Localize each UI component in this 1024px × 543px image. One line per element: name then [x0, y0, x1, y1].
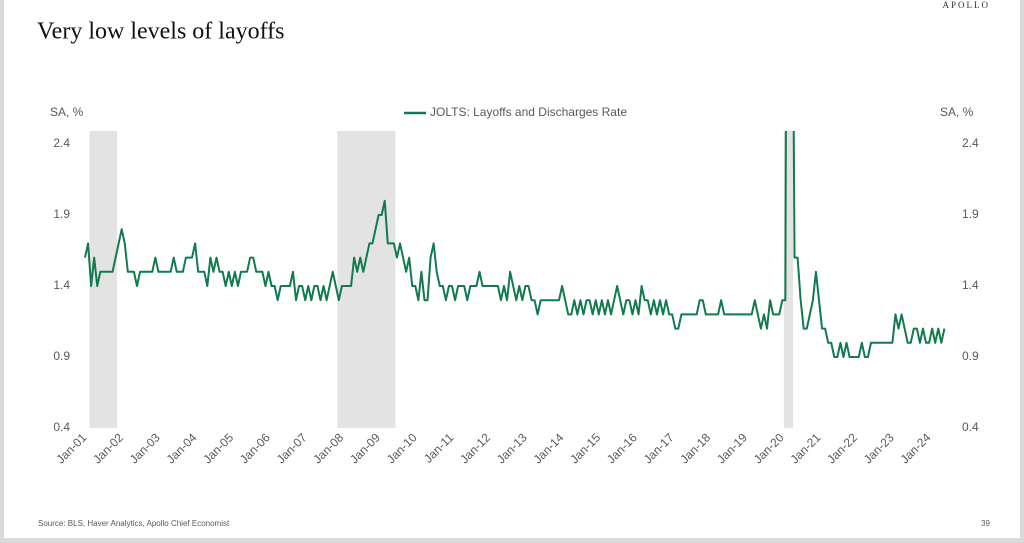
y2-tick-label: 1.4: [962, 278, 979, 292]
page-number: 39: [981, 519, 990, 528]
chart-title: Very low levels of layoffs: [37, 19, 285, 45]
y-tick-label: 2.4: [53, 136, 70, 150]
shaded-range: [89, 131, 118, 428]
shaded-range: [783, 131, 794, 428]
y2-tick-label: 0.4: [962, 420, 979, 434]
y2-tick-label: 0.9: [962, 349, 979, 363]
source: Source: BLS, Haver Analytics, Apollo Chi…: [38, 519, 230, 528]
line-series: [84, 131, 946, 358]
y2-tick-label: 1.9: [962, 207, 979, 221]
y-tick-label: 1.4: [53, 278, 70, 292]
shaded-range: [337, 131, 396, 428]
y2-axis-label: SA, %: [940, 105, 974, 119]
y-tick-label: 1.9: [53, 207, 70, 221]
y-tick-label: 0.9: [53, 349, 70, 363]
legend-label: JOLTS: Layoffs and Discharges Rate: [430, 105, 627, 119]
y-axis-label: SA, %: [50, 105, 84, 119]
brand: APOLLO: [943, 0, 991, 10]
slide: [4, 0, 1020, 538]
y2-tick-label: 2.4: [962, 136, 979, 150]
y-tick-label: 0.4: [53, 420, 70, 434]
